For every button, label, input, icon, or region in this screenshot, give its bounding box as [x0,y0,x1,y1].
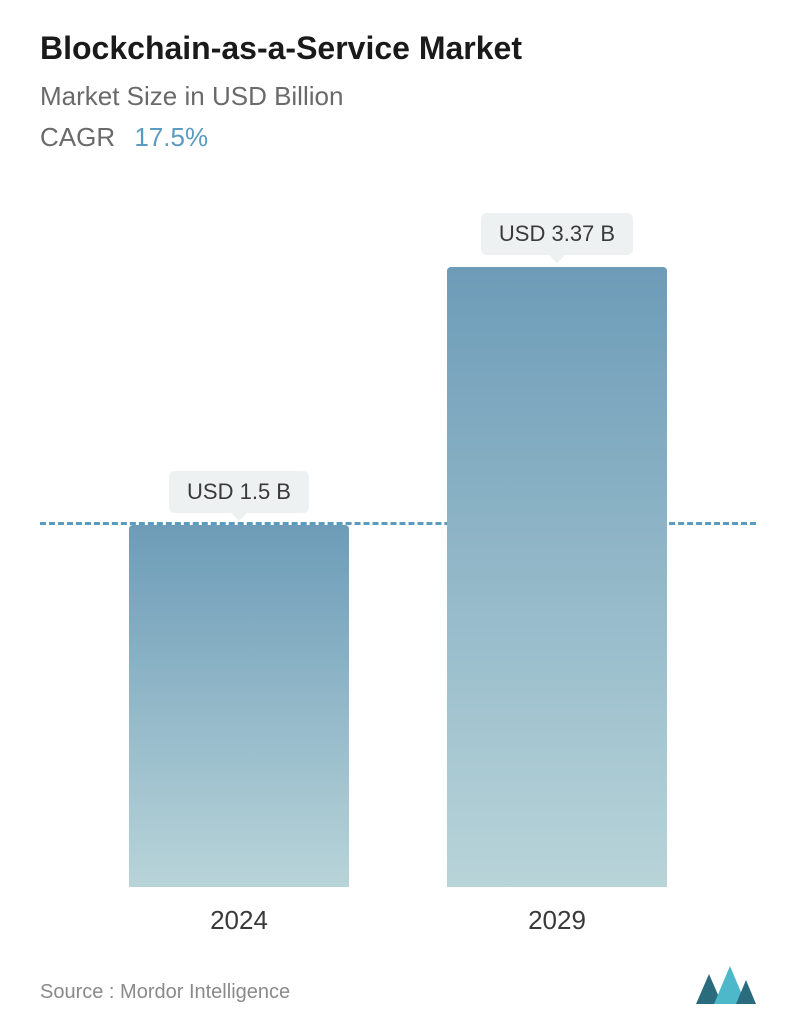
x-axis: 2024 2029 [40,887,756,936]
x-label-0: 2024 [129,905,349,936]
cagr-value: 17.5% [134,122,208,152]
source-text: Source : Mordor Intelligence [40,981,290,1004]
bar-group-0: USD 1.5 B [129,471,349,887]
bar-value-label-1: USD 3.37 B [481,213,633,255]
bar-0 [129,525,349,887]
mordor-logo-icon [696,966,756,1004]
chart-footer: Source : Mordor Intelligence [40,936,756,1014]
chart-container: Blockchain-as-a-Service Market Market Si… [0,0,796,1034]
bar-group-1: USD 3.37 B [447,213,667,887]
chart-title: Blockchain-as-a-Service Market [40,30,756,67]
bar-1 [447,267,667,887]
chart-plot-area: USD 1.5 B USD 3.37 B [40,173,756,887]
bar-value-label-0: USD 1.5 B [169,471,309,513]
cagr-label: CAGR [40,122,115,152]
cagr-line: CAGR 17.5% [40,122,756,153]
chart-subtitle: Market Size in USD Billion [40,81,756,112]
x-label-1: 2029 [447,905,667,936]
